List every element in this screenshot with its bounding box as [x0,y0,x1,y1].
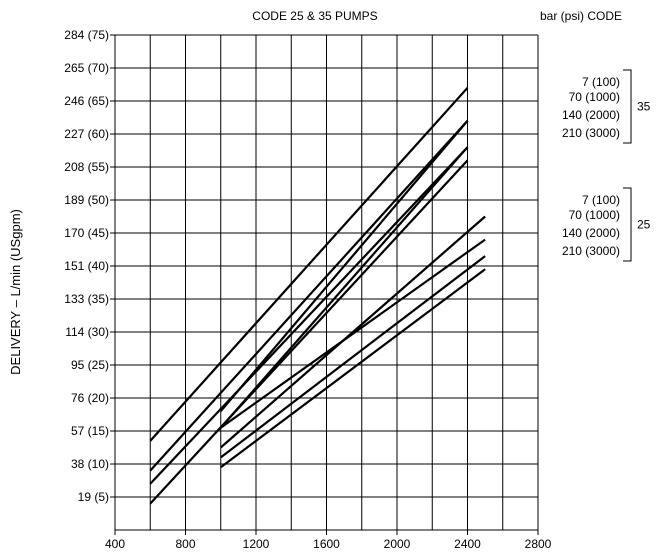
series-line [149,87,469,442]
legend-bracket [623,69,632,144]
series-group [149,87,486,505]
y-tick-label: 170 (45) [64,226,109,240]
series-line [220,255,486,459]
legend-entry: 140 (2000) [562,108,620,122]
legend-entry: 210 (3000) [562,126,620,140]
legend-entry: 210 (3000) [562,244,620,258]
series-line [220,268,486,469]
legend-code: 35 [637,100,651,114]
legend-entry: 70 (1000) [569,208,620,222]
chart-title: CODE 25 & 35 PUMPS [252,9,377,23]
y-axis-label: DELIVERY – L/min (USgpm) [8,209,23,375]
series-line [219,146,469,429]
series-line [149,146,469,485]
x-tick-label: 800 [175,537,195,551]
x-tick-label: 1600 [313,537,340,551]
y-tick-label: 19 (5) [78,490,109,504]
legend-bracket [623,187,632,262]
y-tick-label: 265 (70) [64,61,109,75]
y-tick-label: 95 (25) [71,358,109,372]
x-tick-label: 2400 [454,537,481,551]
y-tick-label: 189 (50) [64,193,109,207]
y-tick-label: 38 (10) [71,457,109,471]
legend-header: bar (psi) CODE [540,9,622,23]
x-tick-label: 2000 [384,537,411,551]
x-tick-label: 1200 [243,537,270,551]
grid [114,34,539,531]
legend-entry: 7 (100) [582,193,620,207]
series-line [149,120,469,472]
y-tick-label: 151 (40) [64,259,109,273]
series-line [219,120,469,412]
series-line [149,159,469,505]
y-tick-label: 114 (30) [65,325,109,339]
y-tick-label: 208 (55) [64,160,109,174]
x-tick-label: 400 [105,537,125,551]
axes: 19 (5) 38 (10) 57 (15) 76 (20) 95 (25) 114 (3… [64,28,551,551]
x-tick-label: 2800 [525,537,552,551]
legend-entry: 70 (1000) [569,90,620,104]
y-tick-label: 57 (15) [71,424,109,438]
y-tick-label: 76 (20) [71,391,109,405]
series-line [220,238,486,429]
series-line [220,215,486,449]
legend-entry: 7 (100) [582,75,620,89]
legend: 7 (100)70 (1000)140 (2000)210 (3000)357 … [562,69,651,262]
y-tick-label: 246 (65) [64,94,109,108]
y-tick-label: 133 (35) [64,292,109,306]
y-tick-label: 284 (75) [64,28,109,42]
legend-entry: 140 (2000) [562,226,620,240]
y-tick-label: 227 (60) [64,127,109,141]
legend-code: 25 [637,218,651,232]
